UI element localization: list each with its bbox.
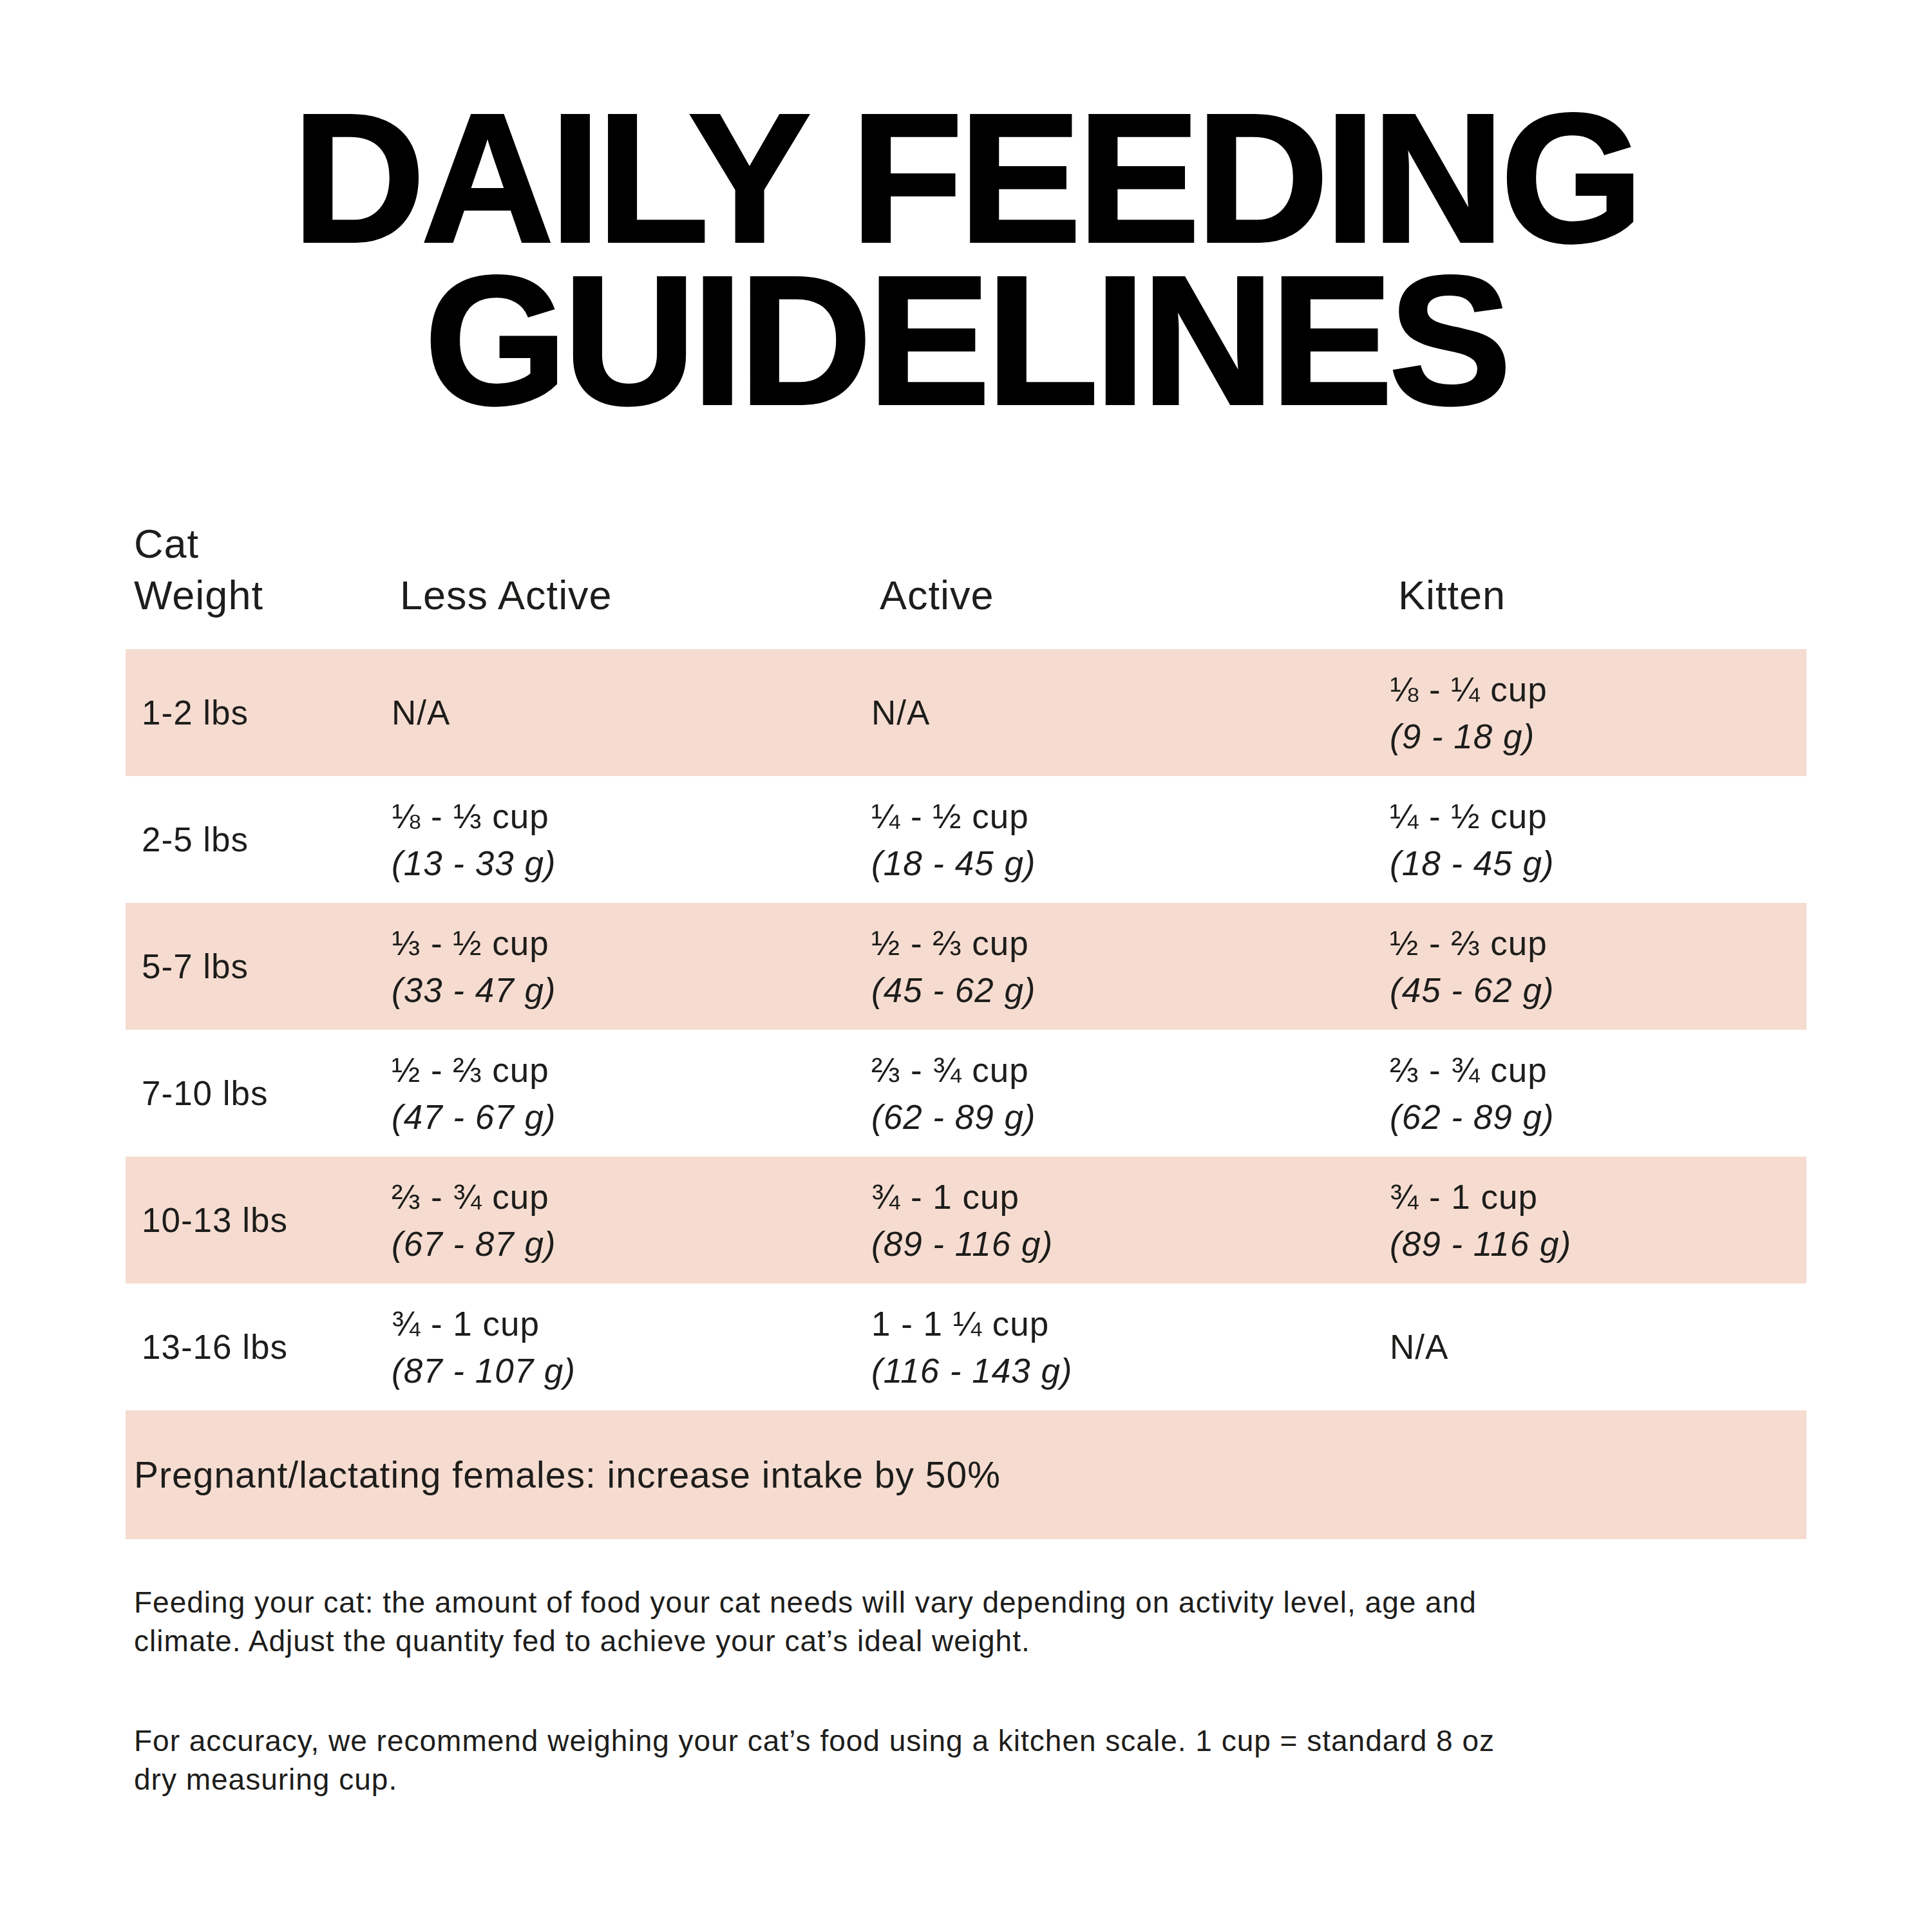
- cups-value: ⅛ - ¼ cup: [1390, 666, 1806, 713]
- grams-value: (87 - 107 g): [392, 1347, 871, 1394]
- column-header-cat-weight-line1: Cat: [134, 518, 400, 569]
- table-row: 1-2 lbs N/A N/A ⅛ - ¼ cup(9 - 18 g): [126, 649, 1806, 776]
- cat-weight-cell: 5-7 lbs: [126, 947, 392, 986]
- less-active-cell: ¾ - 1 cup(87 - 107 g): [392, 1300, 871, 1394]
- footnote-feeding-your-cat: Feeding your cat: the amount of food you…: [126, 1583, 1806, 1660]
- grams-value: (67 - 87 g): [392, 1220, 871, 1267]
- column-header-cat-weight-line2: Weight: [134, 569, 400, 621]
- footnote-line: Feeding your cat: the amount of food you…: [134, 1583, 1806, 1622]
- column-header-active: Active: [880, 569, 1398, 621]
- feeding-guidelines-label: DAILY FEEDING GUIDELINES Cat Weight Less…: [0, 0, 1932, 1932]
- footnote-line: climate. Adjust the quantity fed to achi…: [134, 1622, 1806, 1660]
- table-row: 10-13 lbs ⅔ - ¾ cup(67 - 87 g) ¾ - 1 cup…: [126, 1157, 1806, 1283]
- cups-value: N/A: [1390, 1323, 1806, 1370]
- grams-value: (89 - 116 g): [1390, 1220, 1806, 1267]
- table-row: 5-7 lbs ⅓ - ½ cup(33 - 47 g) ½ - ⅔ cup(4…: [126, 903, 1806, 1030]
- cups-value: N/A: [392, 689, 871, 736]
- cat-weight-cell: 1-2 lbs: [126, 693, 392, 732]
- cups-value: ½ - ⅔ cup: [392, 1046, 871, 1094]
- feeding-table: Cat Weight Less Active Active Kitten 1-2…: [126, 518, 1806, 1410]
- column-header-cat-weight: Cat Weight: [134, 518, 400, 621]
- cups-value: ¾ - 1 cup: [392, 1300, 871, 1347]
- cups-value: ⅓ - ½ cup: [392, 920, 871, 967]
- page-title: DAILY FEEDING GUIDELINES: [0, 0, 1932, 421]
- kitten-cell: ⅛ - ¼ cup(9 - 18 g): [1390, 666, 1806, 760]
- cups-value: ¾ - 1 cup: [1390, 1173, 1806, 1220]
- cups-value: ½ - ⅔ cup: [1390, 920, 1806, 967]
- active-cell: ⅔ - ¾ cup(62 - 89 g): [871, 1046, 1390, 1141]
- cups-value: ⅔ - ¾ cup: [392, 1173, 871, 1220]
- column-header-kitten: Kitten: [1398, 569, 1806, 621]
- grams-value: (47 - 67 g): [392, 1094, 871, 1141]
- cat-weight-cell: 7-10 lbs: [126, 1074, 392, 1113]
- footnote-accuracy: For accuracy, we recommend weighing your…: [126, 1721, 1806, 1799]
- cups-value: ¼ - ½ cup: [1390, 793, 1806, 840]
- footnote-line: For accuracy, we recommend weighing your…: [134, 1721, 1806, 1760]
- kitten-cell: ¾ - 1 cup(89 - 116 g): [1390, 1173, 1806, 1267]
- less-active-cell: ⅔ - ¾ cup(67 - 87 g): [392, 1173, 871, 1267]
- table-header-row: Cat Weight Less Active Active Kitten: [126, 518, 1806, 649]
- cups-value: ¼ - ½ cup: [871, 793, 1390, 840]
- cat-weight-cell: 10-13 lbs: [126, 1200, 392, 1240]
- grams-value: (62 - 89 g): [1390, 1094, 1806, 1141]
- table-row: 2-5 lbs ⅛ - ⅓ cup(13 - 33 g) ¼ - ½ cup(1…: [126, 776, 1806, 903]
- less-active-cell: ⅓ - ½ cup(33 - 47 g): [392, 920, 871, 1014]
- grams-value: (62 - 89 g): [871, 1094, 1390, 1141]
- cups-value: ⅔ - ¾ cup: [1390, 1046, 1806, 1094]
- grams-value: (45 - 62 g): [871, 967, 1390, 1014]
- grams-value: (89 - 116 g): [871, 1220, 1390, 1267]
- active-cell: 1 - 1 ¼ cup(116 - 143 g): [871, 1300, 1390, 1394]
- cups-value: 1 - 1 ¼ cup: [871, 1300, 1390, 1347]
- cups-value: N/A: [871, 689, 1390, 736]
- table-row: 7-10 lbs ½ - ⅔ cup(47 - 67 g) ⅔ - ¾ cup(…: [126, 1030, 1806, 1157]
- table-row: 13-16 lbs ¾ - 1 cup(87 - 107 g) 1 - 1 ¼ …: [126, 1283, 1806, 1410]
- grams-value: (18 - 45 g): [1390, 840, 1806, 887]
- pregnant-lactating-note: Pregnant/lactating females: increase int…: [126, 1410, 1806, 1539]
- cups-value: ⅔ - ¾ cup: [871, 1046, 1390, 1094]
- less-active-cell: ⅛ - ⅓ cup(13 - 33 g): [392, 793, 871, 887]
- kitten-cell: ½ - ⅔ cup(45 - 62 g): [1390, 920, 1806, 1014]
- cups-value: ¾ - 1 cup: [871, 1173, 1390, 1220]
- cups-value: ⅛ - ⅓ cup: [392, 793, 871, 840]
- cups-value: ½ - ⅔ cup: [871, 920, 1390, 967]
- grams-value: (9 - 18 g): [1390, 713, 1806, 760]
- active-cell: ¾ - 1 cup(89 - 116 g): [871, 1173, 1390, 1267]
- kitten-cell: ⅔ - ¾ cup(62 - 89 g): [1390, 1046, 1806, 1141]
- grams-value: (33 - 47 g): [392, 967, 871, 1014]
- kitten-cell: N/A: [1390, 1323, 1806, 1370]
- active-cell: ¼ - ½ cup(18 - 45 g): [871, 793, 1390, 887]
- grams-value: (116 - 143 g): [871, 1347, 1390, 1394]
- cat-weight-cell: 13-16 lbs: [126, 1327, 392, 1367]
- page-title-line2: GUIDELINES: [0, 259, 1932, 421]
- column-header-less-active: Less Active: [400, 569, 880, 621]
- active-cell: ½ - ⅔ cup(45 - 62 g): [871, 920, 1390, 1014]
- footnote-line: dry measuring cup.: [134, 1760, 1806, 1799]
- grams-value: (13 - 33 g): [392, 840, 871, 887]
- grams-value: (18 - 45 g): [871, 840, 1390, 887]
- page-title-line1: DAILY FEEDING: [0, 97, 1932, 259]
- less-active-cell: N/A: [392, 689, 871, 736]
- grams-value: (45 - 62 g): [1390, 967, 1806, 1014]
- kitten-cell: ¼ - ½ cup(18 - 45 g): [1390, 793, 1806, 887]
- less-active-cell: ½ - ⅔ cup(47 - 67 g): [392, 1046, 871, 1141]
- cat-weight-cell: 2-5 lbs: [126, 820, 392, 859]
- active-cell: N/A: [871, 689, 1390, 736]
